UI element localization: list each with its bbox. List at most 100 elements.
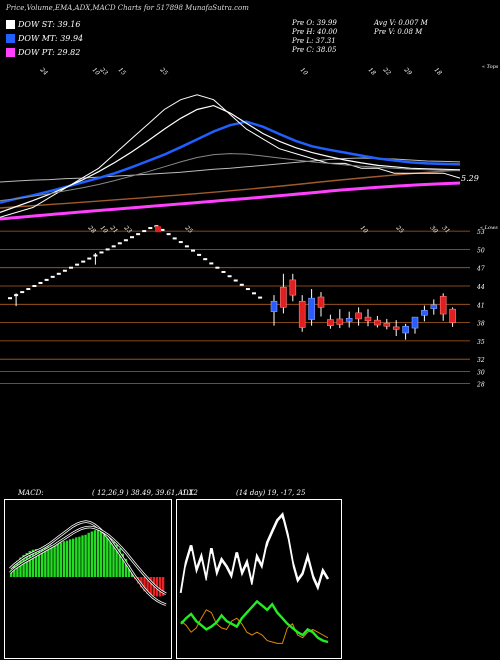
macd-histogram-bar bbox=[90, 531, 93, 577]
ema-white-line bbox=[0, 104, 461, 213]
macd-histogram-bar bbox=[127, 565, 131, 577]
price-dot bbox=[203, 258, 208, 261]
price-dot bbox=[130, 236, 134, 239]
stat-close: Pre C: 38.05 bbox=[292, 46, 337, 54]
legend-label-mt: DOW MT: 39.94 bbox=[18, 34, 84, 43]
legend-swatch-mt bbox=[6, 34, 15, 43]
price-dot bbox=[184, 245, 189, 248]
ema-grey-line bbox=[0, 157, 461, 183]
macd-histogram-bar bbox=[56, 543, 59, 577]
macd-histogram-bar bbox=[161, 577, 165, 596]
candle-body bbox=[364, 316, 372, 322]
macd-histogram-bar bbox=[87, 532, 90, 577]
macd-histogram-bar bbox=[19, 557, 22, 577]
stat-prev-volume: Pre V: 0.08 M bbox=[374, 28, 423, 36]
price-dot bbox=[50, 275, 55, 278]
adx-green-line bbox=[180, 599, 329, 644]
ema-top-label: 29 bbox=[402, 66, 413, 77]
price-level-label: 47 bbox=[476, 266, 485, 273]
price-dot bbox=[178, 241, 183, 244]
price-level-label: 44 bbox=[476, 284, 485, 291]
macd-histogram-bar bbox=[44, 547, 47, 577]
ema-right-label: « Tops bbox=[482, 64, 499, 70]
candle-body bbox=[289, 279, 297, 296]
candle-body bbox=[421, 310, 428, 316]
macd-histogram-bar bbox=[124, 558, 128, 577]
stat-open: Pre O: 39.99 bbox=[292, 19, 337, 27]
macd-histogram-bar bbox=[84, 534, 87, 577]
price-right-label: « Lows bbox=[480, 225, 498, 231]
price-level-label: 50 bbox=[477, 247, 485, 254]
price-dot bbox=[44, 278, 49, 281]
macd-histogram-bar bbox=[72, 538, 75, 577]
price-dot bbox=[87, 257, 92, 260]
price-dot bbox=[8, 297, 12, 300]
macd-line-inner bbox=[9, 521, 167, 606]
macd-histogram-bar bbox=[103, 534, 106, 577]
price-dot bbox=[160, 228, 165, 231]
price-level-label: 28 bbox=[476, 382, 485, 389]
ema-top-label: 24 bbox=[38, 66, 49, 77]
macd-label: MACD: bbox=[18, 489, 44, 497]
price-dot bbox=[166, 233, 171, 236]
price-top-label: 31 bbox=[441, 224, 451, 234]
price-dot bbox=[26, 288, 31, 291]
price-level-label: 30 bbox=[477, 369, 485, 376]
macd-histogram-bar bbox=[16, 560, 19, 577]
ema-blue-line bbox=[0, 120, 461, 204]
ema-white-line-2 bbox=[0, 94, 461, 218]
price-dot bbox=[233, 279, 238, 282]
candle-body bbox=[327, 319, 334, 326]
legend-dow-mt: DOW MT: 39.94 bbox=[6, 33, 83, 44]
candle-body bbox=[383, 322, 391, 327]
price-dot bbox=[136, 233, 141, 236]
price-top-label: 10 bbox=[99, 224, 109, 234]
macd-histogram-bar bbox=[75, 537, 78, 577]
legend-label-st: DOW ST: 39.16 bbox=[18, 20, 81, 29]
candle-body bbox=[392, 326, 400, 330]
macd-histogram-bar bbox=[143, 577, 146, 592]
adx-inner-line bbox=[180, 519, 329, 601]
macd-histogram-bar bbox=[158, 577, 162, 597]
price-dot bbox=[123, 239, 128, 242]
price-dot bbox=[258, 296, 263, 299]
price-dot bbox=[142, 230, 147, 233]
macd-histogram-bar bbox=[34, 549, 38, 577]
macd-histogram-bar bbox=[99, 531, 103, 577]
price-top-label: 23 bbox=[122, 224, 133, 235]
price-dot bbox=[69, 266, 73, 269]
adx-orange-line bbox=[180, 609, 329, 644]
macd-histogram-bar bbox=[78, 536, 81, 577]
price-dot bbox=[221, 270, 226, 273]
price-dot bbox=[14, 294, 19, 297]
price-dot bbox=[105, 248, 110, 251]
macd-histogram-bar bbox=[28, 551, 31, 577]
macd-histogram-bar bbox=[25, 552, 28, 577]
legend-label-pt: DOW PT: 29.82 bbox=[18, 48, 81, 57]
candle-body bbox=[449, 308, 456, 323]
price-top-label: 28 bbox=[86, 224, 97, 235]
price-top-label: 30 bbox=[429, 224, 439, 234]
price-dot bbox=[75, 263, 80, 266]
price-dot bbox=[252, 292, 256, 295]
candle-body bbox=[374, 319, 381, 326]
price-level-label: 35 bbox=[477, 339, 485, 346]
macd-histogram-bar bbox=[140, 577, 143, 588]
ema-top-label: 18 bbox=[367, 66, 377, 76]
macd-histogram-bar bbox=[121, 553, 124, 577]
price-top-label: 21 bbox=[108, 224, 119, 235]
price-dot bbox=[245, 288, 250, 291]
adx-params: (14 day) 19, -17, 25 bbox=[236, 489, 306, 497]
macd-histogram-bar bbox=[41, 548, 44, 577]
stat-high: Pre H: 40.00 bbox=[292, 28, 338, 36]
stat-low: Pre L: 37.31 bbox=[292, 37, 336, 45]
candle-body bbox=[317, 296, 325, 308]
candle-body bbox=[298, 300, 306, 328]
macd-chart bbox=[4, 499, 172, 659]
price-dot bbox=[20, 291, 25, 294]
macd-histogram-bar bbox=[109, 539, 112, 577]
candle-body bbox=[336, 318, 344, 325]
candle-body bbox=[439, 296, 447, 315]
